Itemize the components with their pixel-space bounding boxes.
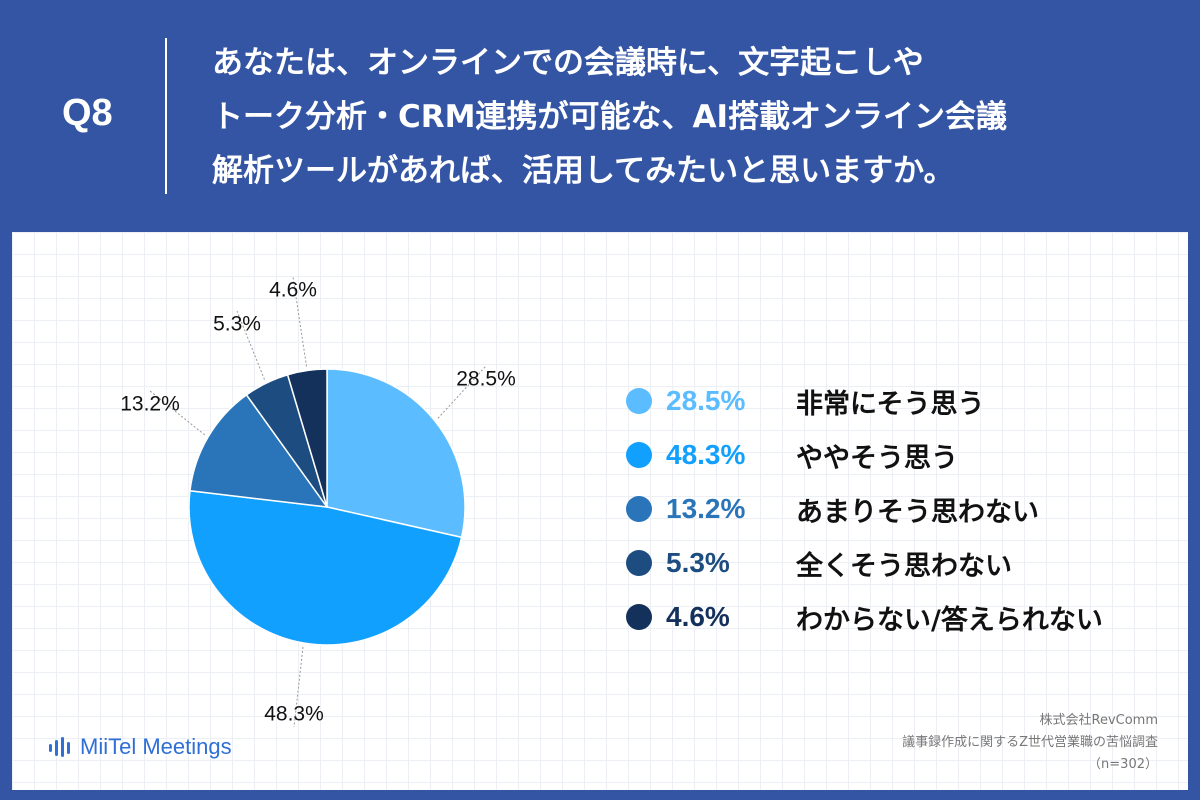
question-line-1: あなたは、オンラインでの会議時に、文字起こしや <box>212 45 924 81</box>
question-line-2: トーク分析・CRM連携が可能な、AI搭載オンライン会議 <box>212 99 1007 135</box>
legend: 28.5% 非常にそう思う 48.3% ややそう思う 13.2% あまりそう思わない 5.3… <box>626 374 1166 644</box>
legend-percent: 4.6% <box>666 601 730 632</box>
legend-item-3: 13.2% あまりそう思わない <box>626 482 1166 536</box>
pie-slice-5 <box>286 368 328 508</box>
pie-slice-3 <box>189 393 329 508</box>
sample-size: （n=302） <box>1088 757 1158 772</box>
leader-line-4 <box>236 310 265 380</box>
data-label-4: 5.3% <box>213 313 261 336</box>
miitel-logo: MiiTel Meetings <box>48 734 232 760</box>
sound-wave-icon <box>49 737 70 757</box>
credits: 株式会社RevComm 議事録作成に関するZ世代営業職の苦悩調査 （n=302） <box>902 710 1158 776</box>
legend-label: ややそう思う <box>796 442 958 474</box>
legend-percent: 28.5% <box>666 385 746 416</box>
pie-slice-1 <box>326 368 466 539</box>
leader-line-2 <box>293 646 304 728</box>
legend-swatch <box>626 604 652 630</box>
legend-label: あまりそう思わない <box>796 496 1039 528</box>
header: Q8 あなたは、オンラインでの会議時に、文字起こしや トーク分析・CRM連携が可… <box>0 0 1200 230</box>
legend-swatch <box>626 496 652 522</box>
data-label-1: 28.5% <box>456 368 516 391</box>
data-label-3: 13.2% <box>120 393 180 416</box>
pie-slice-2 <box>188 489 463 646</box>
leader-line-5 <box>292 276 308 367</box>
data-label-2: 48.3% <box>264 703 324 726</box>
legend-percent: 5.3% <box>666 547 730 578</box>
legend-percent: 13.2% <box>666 493 746 524</box>
company-name: 株式会社RevComm <box>1039 713 1159 728</box>
question-text: あなたは、オンラインでの会議時に、文字起こしや トーク分析・CRM連携が可能な、… <box>212 36 1172 198</box>
legend-item-2: 48.3% ややそう思う <box>626 428 1166 482</box>
legend-item-4: 5.3% 全くそう思わない <box>626 536 1166 590</box>
legend-percent: 48.3% <box>666 439 746 470</box>
survey-name: 議事録作成に関するZ世代営業職の苦悩調査 <box>902 735 1158 750</box>
question-line-3: 解析ツールがあれば、活用してみたいと思いますか。 <box>212 153 955 189</box>
logo-text: MiiTel Meetings <box>80 734 232 759</box>
legend-swatch <box>626 388 652 414</box>
legend-swatch <box>626 550 652 576</box>
legend-swatch <box>626 442 652 468</box>
data-label-5: 4.6% <box>269 279 317 302</box>
header-divider <box>165 38 167 194</box>
legend-item-5: 4.6% わからない/答えられない <box>626 590 1166 644</box>
legend-item-1: 28.5% 非常にそう思う <box>626 374 1166 428</box>
legend-label: わからない/答えられない <box>796 604 1103 636</box>
legend-label: 全くそう思わない <box>796 550 1012 582</box>
legend-label: 非常にそう思う <box>796 388 985 420</box>
question-number: Q8 <box>62 92 113 134</box>
